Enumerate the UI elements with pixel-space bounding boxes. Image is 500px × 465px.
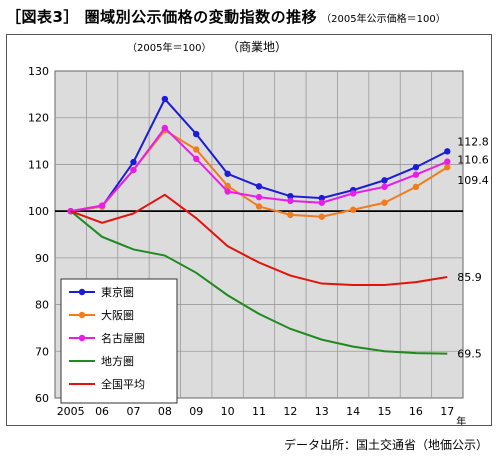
title-note: （2005年公示価格＝100） bbox=[321, 14, 446, 25]
legend-box bbox=[60, 278, 178, 404]
y-tick-label: 60 bbox=[35, 392, 49, 405]
legend-marker bbox=[78, 288, 86, 296]
data-point bbox=[349, 190, 357, 197]
data-point bbox=[255, 193, 263, 201]
data-point bbox=[381, 183, 388, 191]
legend-marker bbox=[78, 311, 86, 319]
data-point bbox=[224, 188, 231, 195]
x-tick-label: 07 bbox=[126, 405, 140, 418]
x-tick-label: 16 bbox=[409, 405, 423, 418]
legend-label: 東京圏 bbox=[101, 285, 134, 299]
legend-label: 地方圏 bbox=[101, 354, 134, 368]
series-lines bbox=[67, 95, 451, 355]
y-tick-label: 120 bbox=[28, 112, 49, 125]
data-point bbox=[287, 197, 294, 205]
y-tick-label: 130 bbox=[28, 65, 49, 78]
chart-frame: （2005年＝100） （商業地） 60 70 80 90 100 110 120 130 20… bbox=[6, 34, 492, 428]
data-point bbox=[318, 199, 325, 206]
end-value-label: 69.5 bbox=[457, 348, 482, 361]
chart-title-row: ［図表3］ 圏域別公示価格の変動指数の推移 （2005年公示価格＝100） bbox=[6, 6, 446, 27]
data-point bbox=[381, 177, 388, 184]
x-tick-label: 06 bbox=[95, 405, 109, 418]
data-point bbox=[444, 164, 451, 171]
data-point bbox=[412, 183, 420, 191]
x-tick-label: 13 bbox=[315, 405, 329, 418]
legend-label: 大阪圏 bbox=[101, 308, 134, 322]
data-point bbox=[161, 124, 169, 132]
chart-subtitle: （商業地） bbox=[227, 39, 287, 54]
data-point bbox=[161, 95, 169, 103]
data-point bbox=[412, 164, 420, 171]
data-point bbox=[412, 171, 420, 178]
x-tick-label: 11 bbox=[252, 405, 266, 418]
data-point bbox=[287, 211, 294, 219]
data-point bbox=[98, 202, 106, 209]
y-tick-label: 100 bbox=[28, 205, 49, 218]
y-tick-label: 110 bbox=[28, 158, 49, 171]
end-value-label: 109.4 bbox=[457, 174, 489, 187]
end-value-label: 110.6 bbox=[457, 154, 489, 167]
x-tick-label: 2005 bbox=[57, 405, 85, 418]
data-point bbox=[224, 182, 231, 190]
line-chart: （2005年＝100） （商業地） 60 70 80 90 100 110 120 130 20… bbox=[28, 39, 489, 428]
chart-title: ［図表3］ 圏域別公示価格の変動指数の推移 bbox=[6, 8, 318, 26]
data-point bbox=[381, 199, 388, 206]
data-point bbox=[224, 170, 231, 177]
data-point bbox=[287, 192, 294, 200]
y-tick-label: 90 bbox=[35, 252, 49, 265]
data-point bbox=[193, 155, 200, 163]
x-tick-label: 08 bbox=[158, 405, 172, 418]
source-note: データ出所：国土交通省（地価公示） bbox=[283, 438, 488, 452]
series-line bbox=[70, 210, 448, 355]
data-point bbox=[318, 213, 325, 220]
end-labels: 112.8 109.4 110.6 69.5 85.9 bbox=[457, 135, 489, 360]
legend-marker bbox=[78, 334, 86, 342]
series-line bbox=[70, 193, 448, 286]
x-tick-label: 10 bbox=[221, 405, 235, 418]
legend-label: 名古屋圏 bbox=[101, 331, 145, 345]
data-point bbox=[444, 148, 451, 155]
data-point bbox=[318, 194, 325, 202]
x-tick-label: 09 bbox=[189, 405, 203, 418]
axes: 60 70 80 90 100 110 120 130 2005 06 07 08 09 10 11 12 13… bbox=[28, 65, 466, 428]
x-tick-label: 14 bbox=[346, 405, 360, 418]
data-point bbox=[193, 130, 200, 138]
legend-label: 全国平均 bbox=[101, 377, 145, 391]
x-tick-label: 12 bbox=[283, 405, 297, 418]
data-point bbox=[255, 183, 263, 190]
data-point bbox=[130, 158, 137, 166]
end-value-label: 85.9 bbox=[457, 271, 482, 284]
data-point bbox=[193, 146, 200, 153]
x-unit-label: 年 bbox=[456, 415, 466, 425]
end-value-label: 112.8 bbox=[457, 135, 489, 148]
y-tick-label: 80 bbox=[35, 299, 49, 312]
index-note: （2005年＝100） bbox=[127, 41, 212, 54]
x-tick-label: 17 bbox=[440, 405, 454, 418]
data-point bbox=[130, 166, 137, 174]
data-point bbox=[349, 206, 357, 213]
y-tick-label: 70 bbox=[35, 345, 49, 358]
x-tick-label: 15 bbox=[378, 405, 392, 418]
data-point bbox=[255, 203, 263, 210]
data-point bbox=[444, 158, 451, 165]
